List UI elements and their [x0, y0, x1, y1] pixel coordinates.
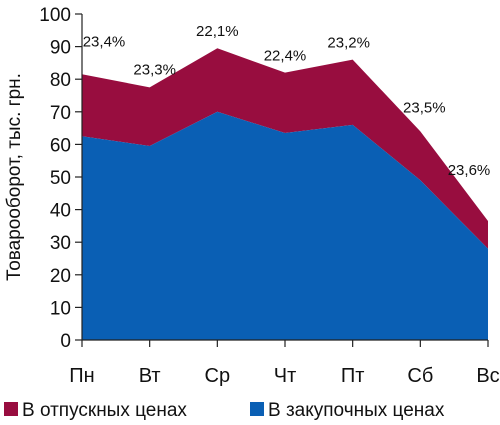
x-tick-label: Вт [139, 365, 161, 387]
legend-label: В отпускных ценах [22, 400, 187, 421]
margin-annotation: 23,4% [83, 33, 126, 50]
x-tick-label: Сб [407, 365, 433, 387]
margin-annotation: 23,2% [327, 35, 370, 52]
chart-areas [82, 48, 488, 340]
y-tick-label: 20 [50, 266, 71, 287]
y-tick-label: 70 [50, 103, 71, 124]
y-tick-label: 10 [50, 298, 71, 319]
y-tick-label: 100 [39, 5, 71, 26]
x-tick-label: Ср [205, 365, 231, 387]
x-tick-label: Чт [274, 365, 297, 387]
area-otpusknye [82, 48, 488, 249]
y-tick-label: 50 [50, 168, 71, 189]
y-tick-label: 40 [50, 201, 71, 222]
y-tick-label: 0 [60, 331, 71, 352]
area-zakupochnye [82, 111, 488, 340]
margin-annotation: 23,6% [448, 162, 491, 179]
y-tick-label: 80 [50, 70, 71, 91]
margin-annotation: 23,5% [403, 99, 446, 116]
chart-labels: 23,4% 23,3% 22,1% 22,4% 23,2% 23,5% 23,6% [83, 23, 491, 179]
y-tick-label: 30 [50, 233, 71, 254]
y-tick-label: 60 [50, 135, 71, 156]
y-axis-label: Товарооборот, тыс. грн. [4, 73, 25, 281]
x-tick-label: Пн [69, 365, 94, 387]
legend-swatch [250, 402, 264, 416]
x-tick-label: Пт [341, 365, 365, 387]
x-tick-label: Вс [476, 365, 499, 387]
margin-annotation: 23,3% [133, 61, 176, 78]
legend-swatch [4, 402, 18, 416]
chart-axes: 0 10 20 30 40 50 60 70 80 90 100 Пн Вт Ср Чт Пт Сб Вс [39, 5, 499, 387]
legend-label: В закупочных ценах [268, 400, 445, 421]
y-tick-label: 90 [50, 38, 71, 59]
legend: В отпускных ценах В закупочных ценах [4, 400, 445, 421]
margin-annotation: 22,4% [264, 48, 307, 65]
margin-annotation: 22,1% [196, 23, 239, 40]
